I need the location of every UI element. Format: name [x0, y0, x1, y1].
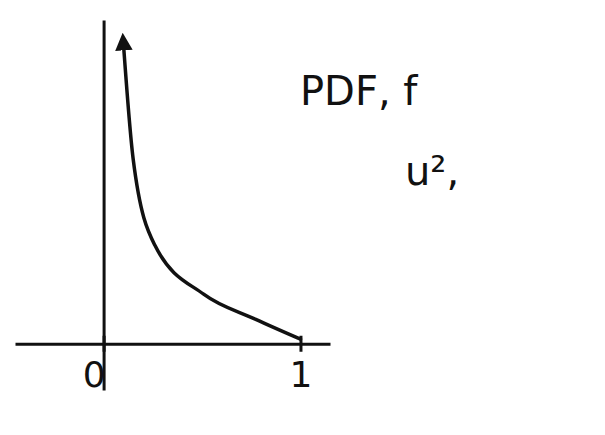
chart: 01PDF, fu², — [0, 0, 605, 435]
pdf-curve — [123, 42, 300, 340]
annotation: u², — [405, 148, 459, 194]
x-tick: 1 — [290, 336, 313, 396]
annotation: PDF, f — [300, 68, 418, 114]
x-axis-line — [16, 343, 331, 346]
x-tick-label: 0 — [83, 354, 106, 395]
y-axis — [104, 21, 105, 391]
x-tick: 0 — [83, 336, 106, 396]
plot-area — [123, 42, 300, 340]
y-axis-line — [103, 21, 106, 391]
x-tick-label: 1 — [290, 354, 313, 395]
x-axis: 01 — [16, 336, 331, 396]
